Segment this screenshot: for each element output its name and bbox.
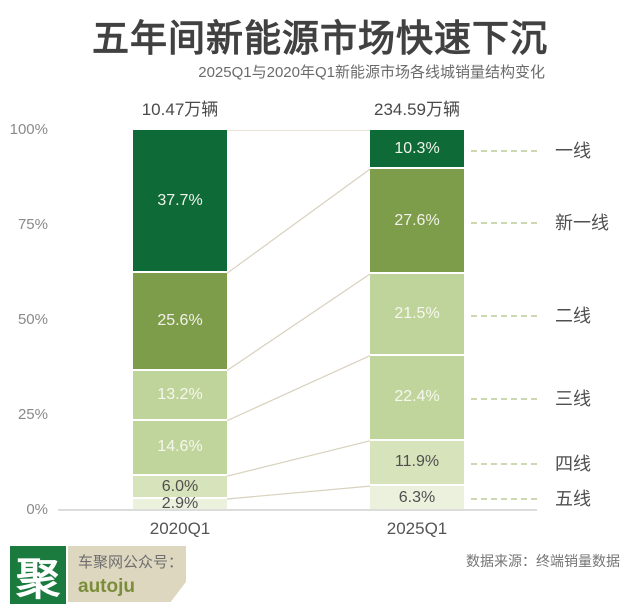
bar-segment-四线: 11.9% — [370, 440, 464, 487]
bar-segment-新一线: 25.6% — [133, 273, 227, 371]
tier-label-五线: 五线 — [555, 489, 591, 510]
leader-dash-line — [471, 221, 537, 224]
logo-glyph: 聚 — [16, 555, 60, 604]
x-axis-line — [58, 509, 537, 511]
leader-dash-line — [471, 314, 537, 317]
connector-line — [226, 273, 371, 371]
x-label-2020q1: 2020Q1 — [149, 519, 211, 538]
segment-value-label: 6.3% — [398, 489, 436, 507]
chart-title: 五年间新能源市场快速下沉 — [92, 18, 548, 59]
segment-value-label: 21.5% — [394, 304, 440, 322]
plot-area: 100% 75% 50% 25% 0% 37.7% 25.6% 13.2% 14.6% 6.0%… — [0, 121, 640, 518]
tier-label-新一线: 新一线 — [555, 212, 609, 233]
y-tick-label: 25% — [17, 406, 48, 423]
bar-segment-三线: 14.6% — [133, 420, 227, 477]
segment-value-label: 37.7% — [157, 191, 203, 209]
segment-value-label: 25.6% — [157, 311, 203, 329]
leader-dash-line — [471, 398, 537, 401]
bar-segment-新一线: 27.6% — [370, 169, 464, 274]
segment-value-label: 2.9% — [161, 495, 199, 513]
connector-line — [226, 440, 371, 477]
bar-segment-五线: 2.9% — [133, 495, 227, 513]
segment-value-label: 22.4% — [394, 388, 440, 406]
bar-segment-三线: 22.4% — [370, 355, 464, 441]
leader-dash-line — [471, 498, 537, 501]
leader-dash-line — [471, 149, 537, 152]
y-tick-label: 50% — [17, 311, 48, 328]
tier-label-二线: 二线 — [555, 305, 591, 326]
segment-value-label: 14.6% — [157, 438, 203, 456]
connector-lines — [226, 130, 371, 500]
y-tick-label: 100% — [9, 121, 48, 138]
bar-segment-五线: 6.3% — [370, 486, 464, 510]
segment-value-label: 27.6% — [394, 211, 440, 229]
segment-value-label: 11.9% — [394, 453, 440, 471]
segment-value-label: 13.2% — [157, 385, 203, 403]
bar-total-2020q1: 10.47万辆 — [141, 100, 219, 119]
stacked-bar-2020q1: 37.7% 25.6% 13.2% 14.6% 6.0% 2.9% — [133, 130, 227, 513]
x-label-2025q1: 2025Q1 — [386, 519, 448, 538]
stacked-bar-2025q1: 10.3% 27.6% 21.5% 22.4% 11.9% 6.3% — [370, 130, 464, 510]
segment-value-label: 6.0% — [161, 477, 199, 495]
bar-total-2025q1: 234.59万辆 — [374, 100, 460, 119]
connector-line — [226, 485, 371, 500]
data-source-note: 数据来源：终端销量数据 — [466, 553, 620, 569]
leader-dash-line — [471, 463, 537, 466]
account-label: 车聚网公众号： — [78, 554, 184, 571]
bar-segment-四线: 6.0% — [133, 476, 227, 499]
bar-segment-二线: 13.2% — [133, 370, 227, 421]
bar-segment-一线: 37.7% — [133, 130, 227, 274]
connector-line — [226, 355, 371, 422]
account-name: autoju — [78, 576, 135, 597]
bar-segment-一线: 10.3% — [370, 130, 464, 170]
tier-label-三线: 三线 — [555, 389, 591, 410]
y-tick-label: 0% — [26, 501, 48, 518]
tier-label-四线: 四线 — [555, 454, 591, 475]
segment-value-label: 10.3% — [394, 139, 440, 157]
connector-line — [226, 168, 371, 274]
chart-subtitle: 2025Q1与2020年Q1新能源市场各线城销量结构变化 — [198, 64, 545, 81]
bar-segment-二线: 21.5% — [370, 274, 464, 356]
wechat-account-badge: 车聚网公众号： autoju — [68, 546, 186, 602]
autoju-logo: 聚 — [10, 546, 66, 604]
y-tick-label: 75% — [17, 216, 48, 233]
tier-label-一线: 一线 — [555, 140, 591, 161]
